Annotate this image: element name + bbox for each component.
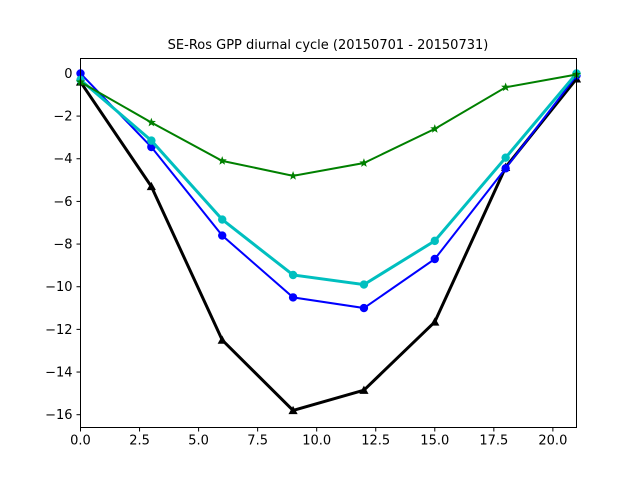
x-tick-label: 15.0 [420, 434, 449, 449]
data-point [430, 254, 439, 264]
y-tick-label: 0 [64, 67, 72, 82]
data-point [218, 215, 227, 224]
data-point [217, 156, 227, 165]
series-2 [76, 69, 581, 289]
x-tick-label: 20.0 [538, 434, 567, 449]
data-point [288, 270, 298, 280]
plot-series [75, 69, 582, 415]
y-tick-label: −2 [53, 110, 72, 125]
data-point [218, 231, 227, 240]
data-point [430, 236, 439, 246]
x-tick-label: 7.5 [247, 434, 268, 449]
series-line [79, 77, 578, 413]
x-tick-label: 10.0 [302, 434, 331, 449]
data-point [146, 181, 156, 191]
data-point [217, 335, 227, 344]
x-axis: 0.0 2.5 5.0 7.5 10.0 12.5 15.0 17.5 20.0 [70, 427, 567, 449]
data-point [501, 82, 511, 92]
y-tick-label: −6 [53, 195, 72, 210]
data-point [146, 117, 156, 127]
data-point [288, 405, 298, 415]
y-tick-label: −12 [45, 323, 72, 338]
data-point [359, 385, 369, 394]
data-point [430, 317, 440, 326]
data-point [501, 153, 510, 162]
series-3 [75, 69, 582, 180]
data-point [359, 303, 369, 313]
y-tick-label: −4 [53, 152, 72, 167]
plot-frame [80, 58, 577, 428]
series-line [79, 72, 578, 310]
data-point [288, 293, 298, 302]
y-tick-label: −16 [45, 408, 72, 423]
x-tick-label: 2.5 [129, 434, 150, 449]
x-tick-label: 0.0 [70, 434, 91, 449]
x-tick-label: 17.5 [479, 434, 508, 449]
y-tick-label: −14 [45, 366, 72, 381]
data-point [288, 171, 298, 180]
data-point [501, 164, 510, 173]
x-tick-label: 12.5 [361, 434, 390, 449]
data-point [147, 136, 156, 145]
chart-title: SE-Ros GPP diurnal cycle (20150701 - 201… [168, 38, 489, 53]
data-point [359, 280, 369, 289]
data-point [430, 124, 440, 133]
series-line [80, 73, 577, 177]
y-axis: 0 −2 −4 −6 −8 −10 −12 −14 −16 [45, 67, 81, 423]
data-point [359, 158, 369, 167]
series-line [79, 72, 578, 287]
y-tick-label: −10 [45, 280, 72, 295]
x-tick-label: 5.0 [188, 434, 209, 449]
series-0 [75, 74, 582, 415]
y-tick-label: −8 [53, 238, 72, 253]
